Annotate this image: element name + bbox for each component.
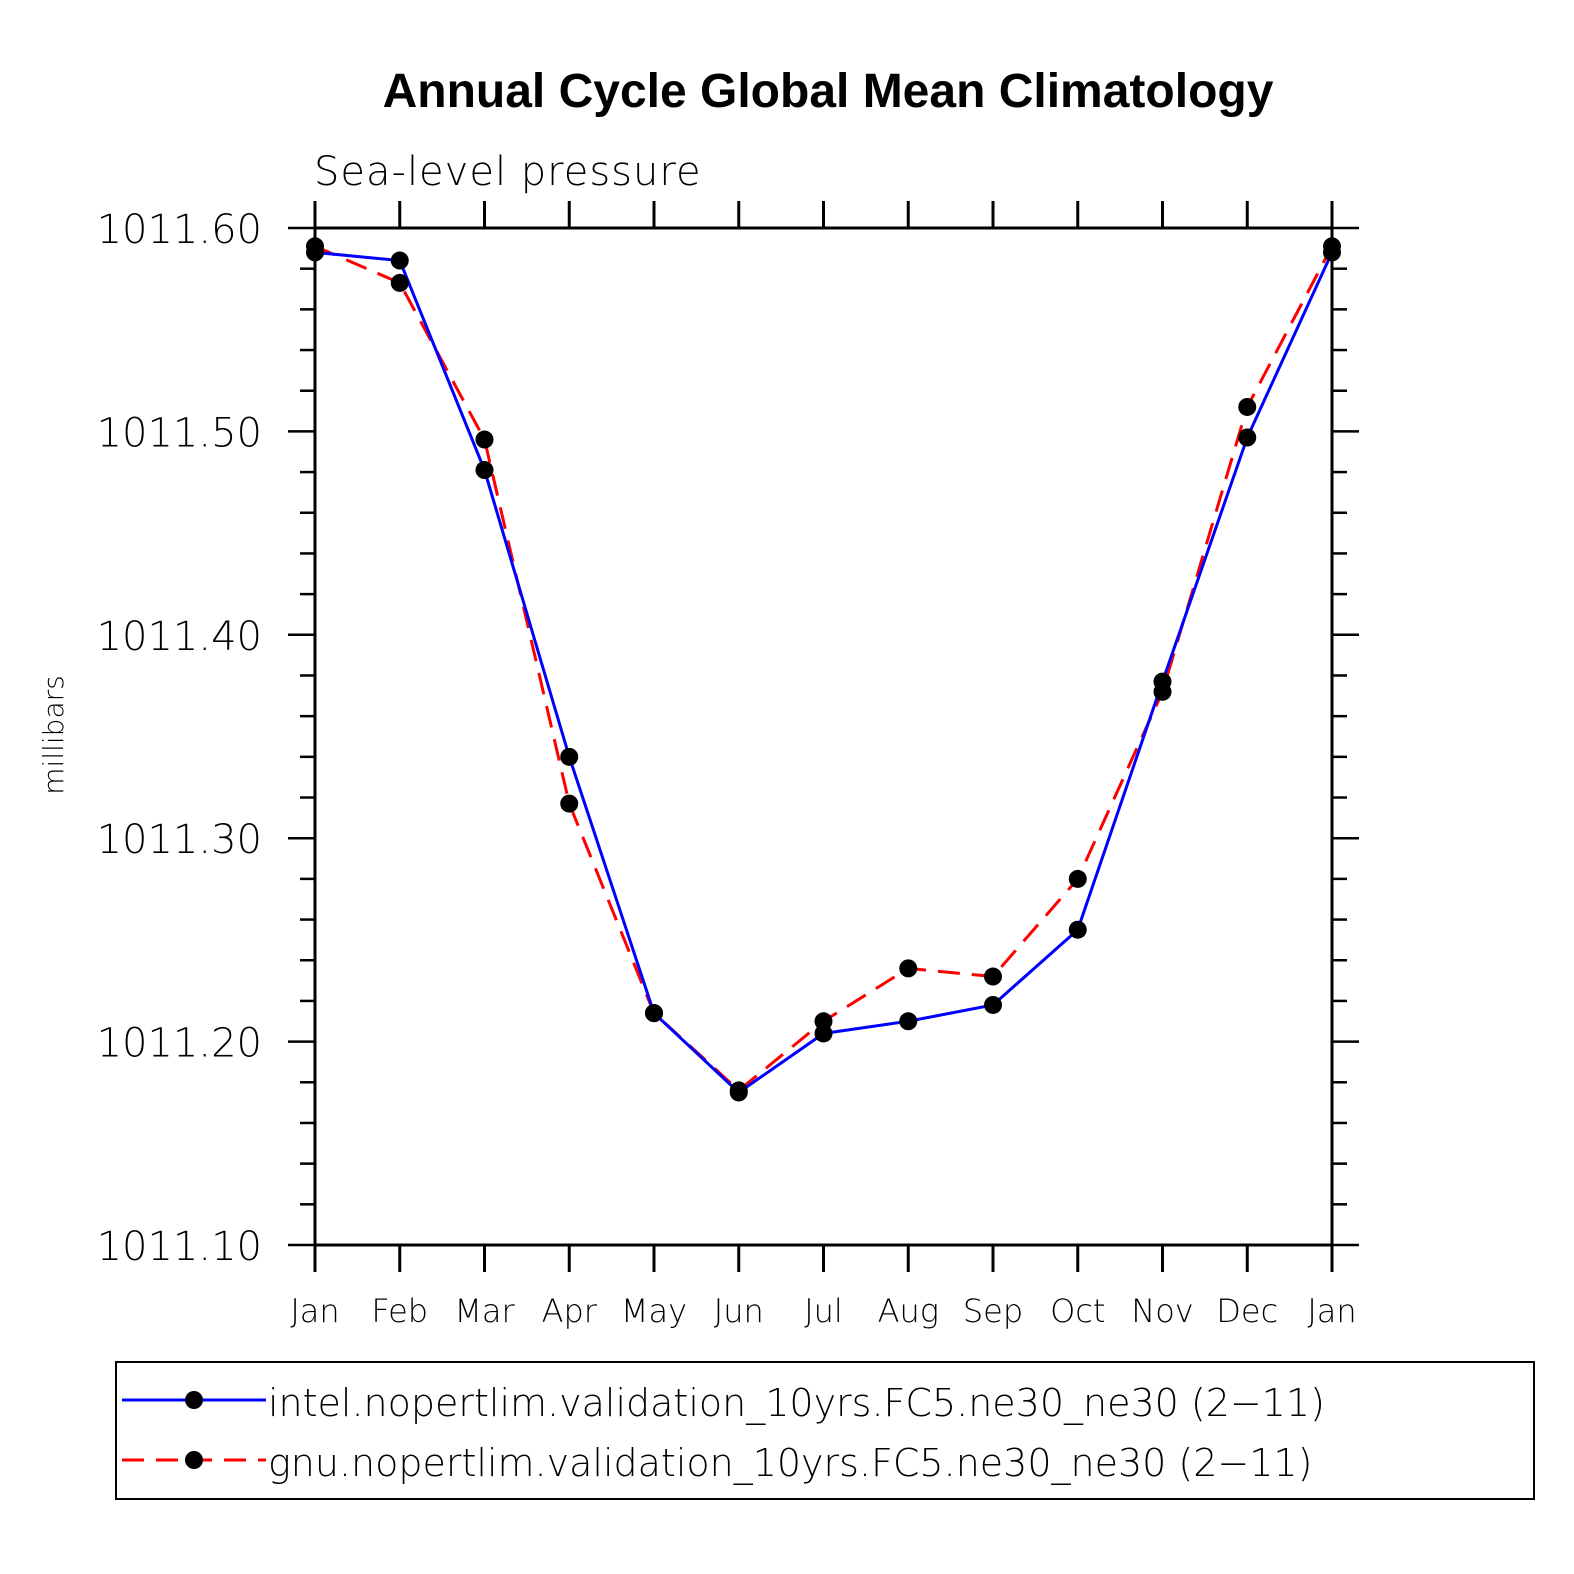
x-tick-label: Dec: [1216, 1292, 1278, 1330]
x-tick-label: Jul: [804, 1292, 843, 1330]
x-tick-label: Mar: [454, 1292, 515, 1330]
x-tick-label: May: [621, 1292, 687, 1330]
legend-entry-gnu: gnu.nopertlim.validation_10yrs.FC5.ne30_…: [268, 1441, 1312, 1486]
y-tick-label: 1011.20: [97, 1021, 262, 1067]
legend: intel.nopertlim.validation_10yrs.FC5.ne3…: [115, 1361, 1535, 1500]
data-point: [475, 430, 494, 449]
x-tick-label: Jun: [714, 1292, 764, 1330]
data-point: [814, 1012, 833, 1031]
x-tick-label: Aug: [878, 1292, 939, 1330]
data-point: [645, 1004, 663, 1023]
series-markers: [306, 237, 1341, 1102]
series-line-0: [314, 250, 1334, 1095]
y-tick-label: 1011.30: [97, 817, 262, 863]
x-tick-label: Jan: [290, 1292, 339, 1330]
data-point: [984, 995, 1002, 1014]
data-point: [390, 273, 409, 292]
y-tick-label: 1011.40: [97, 614, 262, 660]
x-tick-label: Nov: [1131, 1292, 1193, 1330]
data-point: [560, 747, 579, 766]
data-point: [729, 1081, 748, 1100]
x-tick-label: Feb: [371, 1292, 428, 1330]
data-point: [1068, 869, 1087, 888]
y-axis-label: millibars: [37, 675, 70, 794]
y-tick-labels: 1011.60 1011.50 1011.40 1011.30 1011.20 1011.…: [97, 207, 262, 1270]
y-tick-label: 1011.60: [97, 207, 262, 253]
data-point: [1238, 428, 1257, 447]
x-tick-labels: Jan Feb Mar Apr May Jun Jul Aug Sep Oct Nov Dec Jan: [290, 1292, 1356, 1330]
legend-swatches: [122, 1391, 266, 1469]
data-point: [475, 461, 494, 480]
data-point: [560, 794, 579, 813]
series-line-1: [314, 244, 1334, 1093]
data-point: [984, 967, 1002, 986]
data-point: [1153, 682, 1172, 701]
x-tick-label: Jan: [1307, 1292, 1356, 1330]
data-point: [899, 959, 918, 978]
plot-frame: [313, 226, 1334, 1247]
data-point: [899, 1012, 918, 1031]
legend-marker-1: [185, 1451, 203, 1469]
data-point: [1068, 920, 1087, 939]
y-tick-label: 1011.10: [97, 1224, 262, 1270]
data-point: [390, 251, 409, 270]
legend-marker-0: [185, 1391, 203, 1409]
legend-box: [115, 1361, 1535, 1500]
legend-entry-intel: intel.nopertlim.validation_10yrs.FC5.ne3…: [268, 1381, 1325, 1426]
x-tick-label: Sep: [963, 1292, 1023, 1330]
axis-ticks: [288, 201, 1359, 1272]
data-point: [1238, 397, 1257, 416]
x-tick-label: Apr: [542, 1292, 598, 1330]
chart-subtitle: Sea-level pressure: [314, 149, 702, 195]
data-point: [306, 237, 324, 256]
y-tick-label: 1011.50: [97, 410, 262, 456]
x-tick-label: Oct: [1050, 1292, 1105, 1330]
chart-title: Annual Cycle Global Mean Climatology: [383, 65, 1274, 118]
series-lines: [314, 244, 1334, 1095]
data-point: [1323, 237, 1341, 256]
